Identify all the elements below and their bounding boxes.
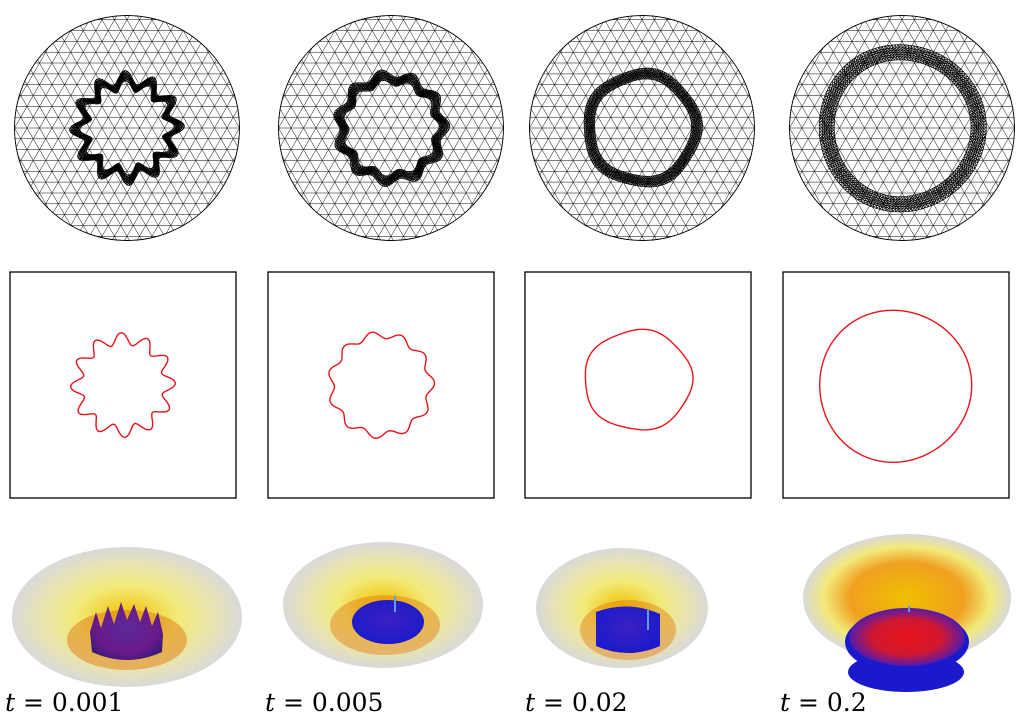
panel-frame — [524, 271, 752, 499]
time-label-4: t = 0.2 — [780, 688, 867, 717]
mesh-boundary — [529, 15, 755, 241]
mesh-boundary — [789, 15, 1015, 241]
mesh-panel-4 — [789, 15, 1015, 241]
panel-frame — [267, 271, 495, 499]
surface-well — [90, 602, 163, 660]
panel-frame — [9, 271, 237, 499]
interface-row — [9, 271, 1010, 499]
surface-panel-3 — [536, 548, 708, 668]
interface-curve — [328, 331, 436, 439]
interface-panel-2 — [267, 271, 495, 499]
interface-curve — [69, 331, 177, 439]
mesh-boundary — [14, 15, 240, 241]
surface-panel-4 — [803, 534, 1011, 692]
surface-panel-2 — [283, 542, 483, 668]
mesh-refined-band — [333, 69, 451, 187]
mesh-grid — [14, 15, 240, 241]
interface-panel-1 — [9, 271, 237, 499]
interface-panel-3 — [524, 271, 752, 499]
mesh-grid — [789, 15, 1015, 241]
time-label-2: t = 0.005 — [265, 688, 384, 717]
mesh-refined-band — [818, 44, 987, 213]
mesh-refined-band — [69, 70, 185, 186]
mesh-panel-3 — [529, 15, 755, 241]
interface-curve — [819, 309, 973, 463]
interface-panel-4 — [782, 271, 1010, 499]
interface-curve — [584, 328, 694, 431]
time-label-1: t = 0.001 — [5, 688, 124, 717]
surface-well — [596, 606, 660, 653]
mesh-row — [14, 15, 1015, 241]
surface-panel-1 — [12, 547, 242, 687]
panel-frame — [782, 271, 1010, 499]
time-label-3: t = 0.02 — [525, 688, 628, 717]
mesh-panel-1 — [14, 15, 240, 241]
mesh-boundary — [278, 15, 504, 241]
mesh-panel-2 — [278, 15, 504, 241]
surface-well — [352, 600, 424, 644]
mesh-refined-band — [583, 67, 703, 188]
surface-peak — [849, 608, 965, 666]
surface-row — [12, 534, 1011, 692]
